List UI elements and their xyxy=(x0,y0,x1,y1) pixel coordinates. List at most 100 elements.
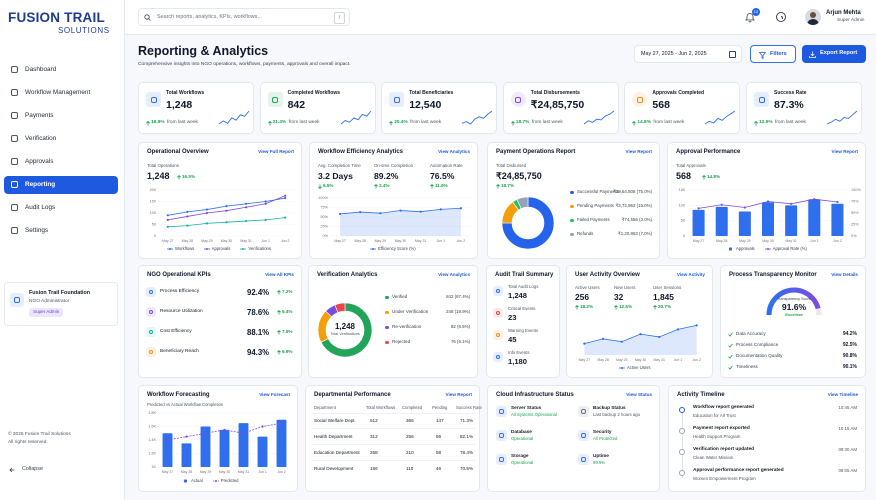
user-name: Arjun Mehta xyxy=(826,10,861,16)
metric-value: 256 xyxy=(575,292,589,302)
metric-label: Data Accuracy xyxy=(736,331,766,336)
icon xyxy=(146,347,156,357)
filters-button[interactable]: Filters xyxy=(750,45,796,63)
card-title: User Activity Overview xyxy=(575,272,640,278)
verification-analytics-card: Verification Analytics View Analytics 1,24… xyxy=(308,265,478,378)
export-icon xyxy=(809,51,816,58)
legend-marker xyxy=(203,248,210,250)
nav-item[interactable]: Dashboard xyxy=(4,61,118,79)
icon-glyph xyxy=(515,96,522,103)
y-tick-label: 1.2K xyxy=(148,452,156,456)
audit-value: 1,248 xyxy=(508,291,528,300)
donut xyxy=(501,196,555,250)
point xyxy=(399,209,402,212)
card-link[interactable]: View Activity xyxy=(676,272,705,277)
y-tick-label: 1.8K xyxy=(148,411,156,415)
metric-value: 89.2% xyxy=(374,171,399,181)
point xyxy=(419,210,422,213)
icon xyxy=(578,430,589,441)
y2-tick-label: 50% xyxy=(851,211,859,215)
card-title: Verification Analytics xyxy=(317,272,378,278)
export-button[interactable]: Export Report xyxy=(802,45,866,63)
timeline-dot xyxy=(679,470,685,476)
help-button[interactable] xyxy=(776,12,786,22)
trend-arrow xyxy=(277,329,281,334)
legend-marker xyxy=(764,248,771,250)
nav-item[interactable]: Audit Logs xyxy=(4,199,118,217)
point xyxy=(790,202,793,205)
nav-item[interactable]: Payments xyxy=(4,107,118,125)
kpi-card: Total Workflows 1,248 16.9% from last week xyxy=(138,82,254,134)
legend-marker xyxy=(184,479,187,483)
point xyxy=(264,200,267,203)
card-link[interactable]: View Analytics xyxy=(438,149,470,154)
card-link[interactable]: View Details xyxy=(831,272,858,277)
point xyxy=(439,208,442,211)
x-tick-label: May 27 xyxy=(162,239,174,243)
metric-label: New Users xyxy=(614,285,636,290)
legend-dot xyxy=(570,218,574,222)
icon xyxy=(496,406,507,417)
chart: 0 50 100 150 0% 25% 50% 75% 100% May 27 May 28 May … xyxy=(679,188,862,243)
point xyxy=(743,206,746,209)
kpi-value: 88.1% xyxy=(247,327,270,337)
arrow-shape xyxy=(702,174,706,179)
card-link[interactable]: View Timeline xyxy=(827,392,858,397)
kpi-label: Approvals Completed xyxy=(652,90,705,96)
legend-dot xyxy=(205,248,208,250)
point xyxy=(264,202,267,205)
legend-dot xyxy=(214,480,217,482)
nav-item[interactable]: Reporting xyxy=(4,176,118,194)
ngo-kpis-card: NGO Operational KPIs View All KPIs Process… xyxy=(138,265,302,378)
nav-icon xyxy=(11,135,18,142)
notification-button[interactable] xyxy=(744,11,756,23)
avatar[interactable] xyxy=(805,9,821,25)
timeline-detail: Education for All Trust xyxy=(693,412,736,418)
icon xyxy=(493,286,503,296)
x-tick-label: Jun 1 xyxy=(437,239,446,243)
nav-item[interactable]: Verification xyxy=(4,130,118,148)
point xyxy=(186,215,189,218)
card-link[interactable]: View Status xyxy=(626,392,652,397)
trend-arrow xyxy=(177,174,181,179)
collapse-button[interactable]: Collapse xyxy=(6,464,66,476)
bar xyxy=(257,436,268,467)
card-title: Audit Trail Summary xyxy=(495,272,554,278)
point xyxy=(185,435,188,438)
nav-item[interactable]: Workflow Management xyxy=(4,84,118,102)
point xyxy=(244,219,248,223)
nav-label: Payments xyxy=(25,111,54,119)
card-link[interactable]: View Full Report xyxy=(258,149,294,154)
arrow-shape xyxy=(277,309,281,314)
card-link[interactable]: View Report xyxy=(445,392,472,397)
card-link[interactable]: View All KPIs xyxy=(265,272,294,277)
metric-value: 76.5% xyxy=(430,171,455,181)
timeline-card: Activity Timeline View Timeline Workflow r… xyxy=(668,385,866,492)
card-link[interactable]: View Analytics xyxy=(438,272,470,277)
x-tick-label: May 27 xyxy=(579,358,591,362)
nav-item[interactable]: Approvals xyxy=(4,153,118,171)
trend-arrow xyxy=(653,304,657,309)
icon xyxy=(632,92,648,107)
nav-item[interactable]: Settings xyxy=(4,222,118,240)
audit-label: Critical Events xyxy=(508,306,536,311)
kpi-label: Cost Efficiency xyxy=(160,329,192,334)
change-value: 18.7% xyxy=(501,183,515,188)
sparkline xyxy=(462,110,493,125)
user-activity-card: User Activity Overview View Activity Activ… xyxy=(566,265,713,378)
bar xyxy=(761,202,775,236)
card-link[interactable]: View Forecast xyxy=(259,392,290,397)
legend-value: ₹18,64,508 (75.0%) xyxy=(613,189,652,194)
search-box[interactable]: Search reports, analytics, KPIs, workflo… xyxy=(138,8,350,26)
point xyxy=(658,335,661,339)
metric-value: ₹24,85,750 xyxy=(496,171,542,181)
table-cell: Rural Development xyxy=(314,466,354,471)
point xyxy=(225,221,228,224)
metric-label: Total Disbursed xyxy=(496,163,527,168)
card-link[interactable]: View Report xyxy=(831,149,858,154)
page-title: Reporting & Analytics xyxy=(138,44,269,58)
org-card[interactable]: Fusion Trail Foundation NGO Administrator… xyxy=(4,282,118,326)
date-range[interactable]: May 27, 2025 - Jun 2, 2025 xyxy=(634,45,742,63)
card-link[interactable]: View Report xyxy=(625,149,652,154)
y-tick-label: 1.4K xyxy=(148,438,156,442)
